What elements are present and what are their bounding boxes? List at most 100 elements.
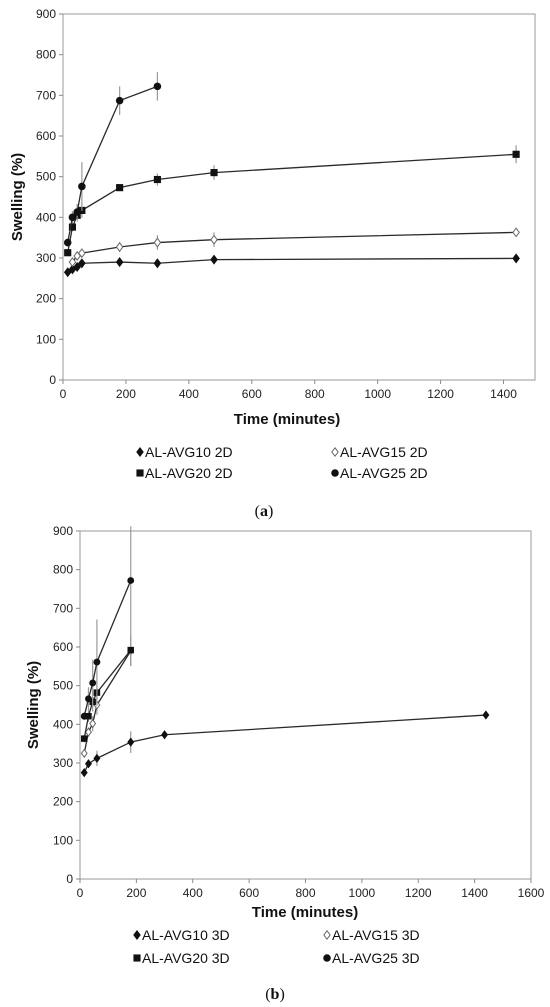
data-point bbox=[93, 753, 101, 763]
x-tick-label: 200 bbox=[126, 886, 146, 900]
y-tick-label: 700 bbox=[53, 601, 73, 615]
y-tick-label: 400 bbox=[36, 210, 56, 224]
data-point bbox=[115, 257, 124, 268]
legend-label: AL-AVG20 3D bbox=[142, 950, 230, 966]
data-point bbox=[68, 223, 77, 231]
x-tick-label: 400 bbox=[179, 387, 199, 401]
data-point bbox=[512, 253, 520, 264]
series-b-4 bbox=[80, 526, 135, 721]
y-tick-label: 500 bbox=[53, 679, 73, 693]
data-point bbox=[78, 258, 86, 269]
x-tick-labels-b: 0 200 400 600 800 1000 1200 1400 1600 bbox=[77, 879, 545, 900]
data-point bbox=[85, 712, 92, 720]
x-tick-label: 400 bbox=[183, 886, 203, 900]
x-tick-label: 1400 bbox=[490, 387, 517, 401]
x-tick-label: 600 bbox=[242, 387, 262, 401]
chart-panel-b: 0 100 200 300 400 500 600 700 800 900 0 200 400 600 8… bbox=[25, 524, 545, 1003]
data-point bbox=[210, 234, 218, 245]
data-point bbox=[153, 175, 161, 184]
data-point bbox=[89, 679, 97, 687]
legend-a: AL-AVG10 2D AL-AVG15 2D AL-AVG20 2D AL-AVG2… bbox=[136, 444, 428, 481]
x-tick-label: 1200 bbox=[405, 886, 432, 900]
x-tick-label: 1000 bbox=[349, 886, 376, 900]
data-point bbox=[89, 718, 97, 729]
data-point bbox=[68, 257, 77, 268]
legend-item-b-4: AL-AVG25 3D bbox=[323, 950, 420, 966]
data-point bbox=[210, 169, 218, 177]
x-tick-label: 600 bbox=[239, 886, 259, 900]
x-axis-title-a: Time (minutes) bbox=[234, 411, 340, 428]
panel-caption-a: (a) bbox=[255, 503, 274, 520]
legend-item-b-2: AL-AVG15 3D bbox=[323, 927, 420, 943]
y-tick-label: 800 bbox=[53, 563, 73, 577]
data-point bbox=[512, 227, 520, 238]
y-tick-label: 0 bbox=[49, 373, 56, 387]
legend-label: AL-AVG25 3D bbox=[332, 950, 420, 966]
legend-marker bbox=[323, 929, 331, 941]
data-point bbox=[68, 213, 77, 222]
series-layer-b bbox=[80, 526, 490, 778]
legend-label: AL-AVG15 3D bbox=[332, 927, 420, 943]
x-tick-label: 1400 bbox=[461, 886, 488, 900]
y-tick-label: 200 bbox=[36, 292, 56, 306]
legend-item-a-1: AL-AVG10 2D bbox=[136, 444, 233, 460]
y-tick-label: 500 bbox=[36, 170, 56, 184]
data-point bbox=[73, 208, 81, 216]
x-tick-label: 200 bbox=[116, 387, 136, 401]
series-a-2 bbox=[68, 227, 520, 268]
data-point bbox=[84, 759, 92, 769]
data-point bbox=[80, 748, 88, 758]
legend-marker bbox=[133, 954, 141, 962]
legend-marker bbox=[136, 469, 144, 477]
legend-marker bbox=[331, 446, 339, 458]
legend-label: AL-AVG25 2D bbox=[340, 465, 428, 481]
legend-marker bbox=[323, 954, 331, 962]
legend-label: AL-AVG10 3D bbox=[142, 927, 230, 943]
legend-marker bbox=[133, 929, 141, 941]
y-axis-title-b: Swelling (%) bbox=[25, 661, 42, 749]
data-point bbox=[127, 737, 135, 747]
y-tick-label: 100 bbox=[53, 833, 73, 847]
y-tick-label: 900 bbox=[36, 7, 56, 21]
y-tick-labels-a: 0 100 200 300 400 500 600 700 800 900 bbox=[36, 7, 63, 387]
y-tick-label: 700 bbox=[36, 88, 56, 102]
x-tick-label: 0 bbox=[77, 886, 84, 900]
series-a-4 bbox=[63, 72, 162, 247]
data-point bbox=[63, 238, 72, 247]
y-tick-label: 300 bbox=[36, 251, 56, 265]
legend-label: AL-AVG15 2D bbox=[340, 444, 428, 460]
legend-item-a-2: AL-AVG15 2D bbox=[331, 444, 428, 460]
series-line bbox=[67, 85, 158, 243]
x-tick-label: 800 bbox=[305, 387, 325, 401]
data-point bbox=[85, 695, 92, 703]
data-point bbox=[210, 254, 218, 265]
data-point bbox=[78, 248, 86, 259]
data-point bbox=[115, 96, 124, 105]
y-tick-label: 400 bbox=[53, 717, 73, 731]
x-tick-label: 1000 bbox=[364, 387, 391, 401]
x-tick-label: 1600 bbox=[518, 886, 545, 900]
y-tick-label: 900 bbox=[53, 524, 73, 538]
legend-b: AL-AVG10 3D AL-AVG15 3D AL-AVG20 3D AL-AVG2… bbox=[133, 927, 420, 966]
data-point bbox=[73, 261, 81, 272]
plot-area-b bbox=[79, 530, 532, 880]
plot-area-a bbox=[62, 13, 536, 381]
x-tick-labels-a: 0 200 400 600 800 1000 1200 1400 bbox=[60, 380, 517, 401]
data-point bbox=[512, 150, 520, 158]
y-tick-label: 100 bbox=[36, 332, 56, 346]
y-tick-label: 300 bbox=[53, 756, 73, 770]
data-point bbox=[78, 182, 86, 191]
data-point bbox=[482, 710, 490, 720]
y-axis-title-a: Swelling (%) bbox=[9, 153, 26, 241]
data-point bbox=[84, 727, 92, 737]
series-b-1 bbox=[80, 710, 490, 778]
legend-label: AL-AVG20 2D bbox=[145, 465, 233, 481]
y-tick-label: 600 bbox=[36, 129, 56, 143]
panel-label-a: a bbox=[260, 503, 268, 520]
y-tick-label: 600 bbox=[53, 640, 73, 654]
data-point bbox=[80, 768, 88, 778]
data-point bbox=[80, 735, 88, 742]
chart-panel-a: 0 100 200 300 400 500 600 700 800 900 0 200 400 600 8… bbox=[9, 7, 536, 520]
series-layer-a bbox=[63, 72, 520, 278]
